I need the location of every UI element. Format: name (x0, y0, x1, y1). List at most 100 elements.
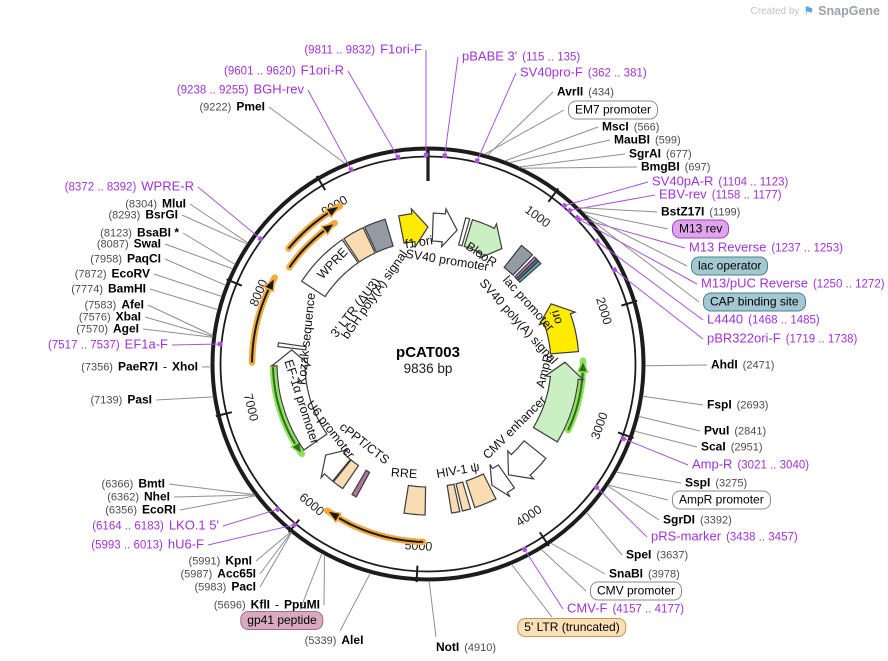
leader-line-hu6-f (207, 524, 295, 546)
enzyme-label-sspi[interactable]: SspI (3275) (685, 476, 747, 491)
feature-tag-gp41-peptide[interactable]: gp41 peptide (240, 611, 324, 630)
enzyme-label-bstz17i[interactable]: BstZ17I (1199) (661, 205, 740, 220)
enzyme-label-alei[interactable]: (5339) AleI (305, 633, 364, 648)
primer-label-lko-1-5[interactable]: (6164 .. 6183) LKO.1 5' (92, 519, 219, 534)
inner-feature-label[interactable]: f1 ori (404, 233, 434, 251)
enzyme-label-sgrdi[interactable]: SgrDI (3392) (663, 513, 732, 528)
feature-hiv1-psi-a[interactable] (455, 481, 472, 512)
cut-position: (8304) (125, 198, 157, 211)
feature-wpre[interactable] (300, 238, 359, 298)
feature-tag-cmv-promoter[interactable]: CMV promoter (590, 581, 683, 601)
feature-f1-ori[interactable] (397, 207, 429, 249)
enzyme-label-acc65i[interactable]: (5987) Acc65I (181, 567, 257, 582)
enzyme-label-ahdi[interactable]: AhdI (2471) (711, 358, 774, 373)
primer-site-mark-ebv-rev (566, 207, 573, 214)
enzyme-label-bsrgi[interactable]: (8293) BsrGI (109, 208, 178, 223)
primer-label-bgh-rev[interactable]: (9238 .. 9255) BGH-rev (177, 83, 304, 98)
enzyme-label-sgrai[interactable]: SgrAI (677) (629, 147, 692, 162)
primer-label-pbabe-3[interactable]: pBABE 3' (115 .. 135) (462, 50, 580, 65)
feature-tag-5-ltr-truncated[interactable]: 5' LTR (truncated) (517, 618, 627, 637)
cut-position: (7576) (78, 311, 111, 324)
primer-label-amp-r[interactable]: Amp-R (3021 .. 3040) (692, 458, 809, 473)
primer-label-m13-puc-reverse[interactable]: M13/pUC Reverse (1250 .. 1272) (701, 277, 885, 292)
leader-line-5-ltr-truncated (511, 563, 553, 618)
enzyme-label-ecorv[interactable]: (7872) EcoRV (75, 267, 150, 282)
enzyme-label-snabi[interactable]: SnaBI (3978) (609, 567, 680, 582)
enzyme-label-ecori[interactable]: (6356) EcoRI (105, 503, 176, 518)
primer-label-wpre-r[interactable]: (8372 .. 8392) WPRE-R (65, 180, 194, 195)
feature-sv40-promoter[interactable] (431, 207, 458, 249)
plasmid-title: pCAT003 9836 bp (396, 344, 460, 376)
enzyme-label-xbai[interactable]: (7576) XbaI (79, 310, 141, 325)
enzyme-label-fspi[interactable]: FspI (2693) (707, 398, 768, 413)
primer-label-sv40pro-f[interactable]: SV40pro-F (362 .. 381) (520, 66, 647, 81)
feature-u6-promoter[interactable] (320, 448, 352, 482)
enzyme-label-bmti[interactable]: (6366) BmtI (102, 477, 165, 492)
primer-label-hu6-f[interactable]: (5993 .. 6013) hU6-F (91, 538, 204, 553)
primer-label-pbr322ori-f[interactable]: pBR322ori-F (1719 .. 1738) (707, 332, 857, 347)
feature-cap-binding-site[interactable] (517, 260, 542, 284)
inner-feature-label[interactable]: Kozak sequence (295, 292, 319, 385)
enzyme-label-afei[interactable]: (7583) AfeI (85, 298, 144, 313)
feature-kozak[interactable] (277, 342, 307, 351)
enzyme-label-kpni[interactable]: (5991) KpnI (189, 554, 252, 569)
primer-label-sv40pa-r[interactable]: SV40pA-R (1104 .. 1123) (652, 175, 788, 190)
enzyme-label-bsabi[interactable]: (8123) BsaBI * (100, 226, 179, 241)
primer-label-cmv-f[interactable]: CMV-F (4157 .. 4177) (567, 602, 684, 617)
feature-ampr[interactable] (532, 361, 585, 443)
primer-label-ef1a-f[interactable]: (7517 .. 7537) EF1a-F (48, 338, 168, 353)
enzyme-label-paci[interactable]: (5983) PacI (195, 580, 256, 595)
feature-rre[interactable] (403, 484, 427, 516)
primer-label-ebv-rev[interactable]: EBV-rev (1158 .. 1177) (659, 188, 782, 203)
enzyme-label-mlui[interactable]: (8304) MluI (125, 197, 186, 212)
feature-cmv-enhancer[interactable] (507, 439, 547, 480)
enzyme-label-pmei[interactable]: (9222) PmeI (200, 100, 265, 115)
enzyme-label-bamhi[interactable]: (7774) BamHI (71, 282, 146, 297)
leader-line-msci (504, 126, 599, 162)
enzyme-name: MscI (602, 119, 629, 134)
cut-position: (7958) (90, 253, 122, 266)
feature-gp41-peptide-site[interactable] (351, 469, 371, 498)
primer-label-f1ori-r[interactable]: (9601 .. 9620) F1ori-R (224, 64, 344, 79)
separator: - (163, 359, 167, 374)
feature-bleor[interactable] (463, 218, 503, 260)
enzyme-label-kfli-ppumi[interactable]: (5696) KflI - PpuMI (214, 598, 320, 613)
enzyme-label-spei[interactable]: SpeI (3637) (626, 548, 688, 563)
enzyme-label-pasi[interactable]: (7139) PasI (91, 393, 152, 408)
primer-label-f1ori-f[interactable]: (9811 .. 9832) F1ori-F (304, 43, 422, 58)
enzyme-label-pvui[interactable]: PvuI (2841) (704, 424, 766, 439)
feature-ori[interactable] (537, 303, 580, 355)
inner-feature-label[interactable]: ori (548, 309, 565, 326)
primer-label-l4440[interactable]: L4440 (1468 .. 1485) (707, 313, 820, 328)
primer-label-m13-reverse[interactable]: M13 Reverse (1237 .. 1253) (689, 241, 843, 256)
primer-label-prs-marker[interactable]: pRS-marker (3438 .. 3457) (651, 530, 798, 545)
enzyme-label-msci[interactable]: MscI (566) (602, 120, 659, 135)
feature-3-ltr-du3[interactable] (342, 226, 376, 263)
feature-cppt-cts[interactable] (332, 459, 360, 490)
enzyme-label-paer7i-xhoi[interactable]: (7356) PaeR7I - XhoI (81, 360, 198, 375)
feature-ef1a-promoter[interactable] (270, 349, 328, 451)
enzyme-label-avrii[interactable]: AvrII (434) (557, 85, 614, 100)
feature-tag-cap-binding[interactable]: CAP binding site (703, 292, 806, 312)
enzyme-label-maubi[interactable]: MauBI (599) (614, 133, 681, 148)
inner-feature-label[interactable]: RRE (390, 465, 417, 481)
leader-line-sgrdi (607, 485, 660, 521)
feature-tag-lac-operator[interactable]: lac operator (691, 256, 769, 276)
enzyme-label-nhei[interactable]: (6362) NheI (107, 490, 170, 505)
feature-cmv-promoter-site[interactable] (489, 464, 516, 498)
enzyme-label-agei[interactable]: (7570) AgeI (76, 322, 139, 337)
feature-sv40-polya-signal[interactable] (503, 244, 534, 276)
feature-tag-em7-promoter[interactable]: EM7 promoter (568, 100, 659, 120)
enzyme-label-swai[interactable]: (8087) SwaI (97, 237, 161, 252)
feature-tag-m13-rev[interactable]: M13 rev (672, 219, 730, 239)
feature-bgh-polya-signal[interactable] (363, 218, 394, 254)
enzyme-label-noti[interactable]: NotI (4910) (436, 640, 496, 655)
enzyme-label-bmgbi[interactable]: BmgBI (697) (641, 160, 710, 175)
tick-mark-2000 (621, 299, 638, 307)
feature-tag-ampr-promoter[interactable]: AmpR promoter (672, 490, 771, 510)
enzyme-label-scai[interactable]: ScaI (2951) (701, 440, 762, 455)
feature-5-ltr-truncated[interactable] (465, 473, 497, 509)
feature-hiv1-psi-b[interactable] (446, 483, 461, 514)
feature-em7-promoter-site[interactable] (457, 217, 471, 247)
enzyme-label-paqci[interactable]: (7958) PaqCI (90, 252, 161, 267)
